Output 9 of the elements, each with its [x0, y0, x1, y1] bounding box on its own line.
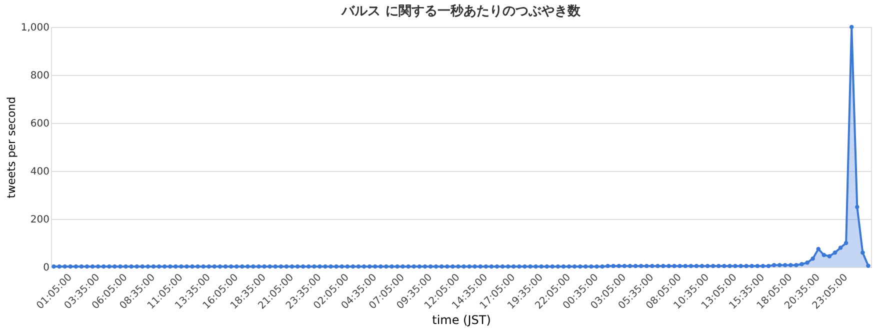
y-tick-label: 0: [43, 262, 50, 274]
y-tick-label: 400: [30, 166, 50, 178]
y-tick-label: 800: [30, 70, 50, 82]
y-tick-label: 600: [30, 118, 50, 130]
y-axis-title: tweets per second: [4, 96, 18, 198]
x-axis-title: time (JST): [432, 312, 491, 327]
y-tick-label: 1,000: [20, 22, 50, 34]
y-tick-label: 200: [30, 214, 50, 226]
chart-title: バルス に関する一秒あたりのつぶやき数: [340, 4, 582, 19]
